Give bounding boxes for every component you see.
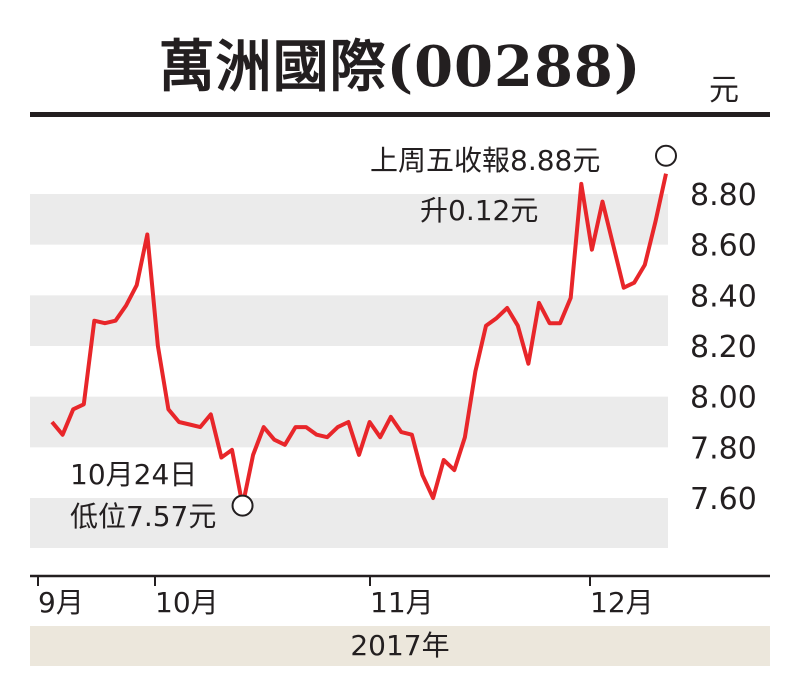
y-axis-ticks: 8.80 8.60 8.40 8.20 8.00 7.80 7.60 — [690, 178, 757, 517]
close-annotation: 上周五收報8.88元 — [370, 144, 600, 177]
x-tick-label: 11月 — [370, 586, 434, 619]
close-point-marker — [655, 144, 677, 167]
grid-bands — [30, 194, 668, 548]
x-axis-ticks: 9月 10月 11月 12月 — [37, 576, 654, 619]
y-tick-label: 7.80 — [690, 431, 757, 466]
low-value-annotation: 低位7.57元 — [70, 500, 216, 533]
x-tick-label: 9月 — [38, 586, 84, 619]
unit-label: 元 — [709, 73, 739, 108]
low-date-annotation: 10月24日 — [70, 458, 197, 491]
grid-band — [30, 194, 668, 245]
title-rule — [30, 112, 770, 117]
price-series-line — [50, 173, 668, 508]
x-tick-label: 12月 — [590, 586, 654, 619]
change-annotation: 升0.12元 — [420, 194, 538, 227]
y-tick-label: 8.40 — [690, 279, 757, 314]
x-tick-label: 10月 — [155, 586, 219, 619]
y-tick-label: 8.20 — [690, 330, 757, 365]
year-bar — [30, 626, 770, 666]
chart-title: 萬洲國際(00288) — [158, 34, 642, 100]
y-tick-label: 8.80 — [690, 178, 757, 213]
year-label: 2017年 — [350, 629, 450, 662]
low-point-marker — [231, 494, 254, 517]
y-tick-label: 8.60 — [690, 229, 757, 264]
grid-band — [30, 498, 668, 548]
y-tick-label: 8.00 — [690, 381, 757, 416]
y-tick-label: 7.60 — [690, 482, 757, 517]
